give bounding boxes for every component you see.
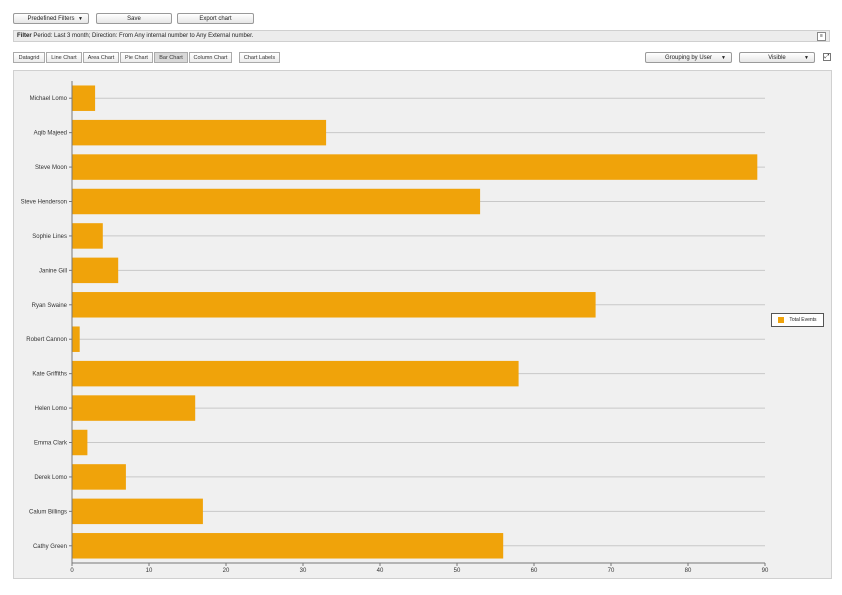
bar[interactable] — [72, 429, 88, 456]
filter-bar: Filter Period: Last 3 month; Direction: … — [13, 30, 830, 42]
tab-label: Column Chart — [193, 55, 228, 61]
tab-bar-chart[interactable]: Bar Chart — [154, 52, 188, 63]
bar[interactable] — [72, 326, 80, 352]
chevron-down-icon: ▼ — [804, 55, 809, 61]
bar[interactable] — [72, 464, 126, 490]
filter-text: Period: Last 3 month; Direction: From An… — [33, 33, 254, 39]
bar[interactable] — [72, 292, 596, 318]
bar[interactable] — [72, 223, 103, 249]
export-chart-button[interactable]: Export chart — [177, 13, 254, 24]
y-tick-label: Ryan Swaine — [32, 303, 68, 309]
tab-label: Bar Chart — [159, 55, 183, 61]
x-tick-label: 80 — [685, 568, 692, 574]
bar[interactable] — [72, 395, 196, 421]
tab-label: Area Chart — [87, 55, 115, 61]
chevron-down-icon: ▼ — [78, 16, 83, 22]
y-tick-label: Steve Henderson — [21, 200, 67, 206]
grouping-value: Grouping by User — [664, 55, 713, 61]
x-tick-label: 50 — [454, 568, 461, 574]
y-tick-label: Michael Lomo — [30, 96, 68, 102]
tab-pie-chart[interactable]: Pie Chart — [120, 52, 153, 63]
tab-chart-labels[interactable]: Chart Labels — [239, 52, 280, 63]
filter-label: Filter — [17, 33, 32, 39]
chevron-down-icon: ▼ — [721, 55, 726, 61]
x-tick-label: 20 — [223, 568, 230, 574]
save-button[interactable]: Save — [96, 13, 172, 24]
legend-label: Total Events — [789, 317, 817, 323]
bar[interactable] — [72, 154, 758, 180]
tab-column-chart[interactable]: Column Chart — [189, 52, 232, 63]
x-tick-label: 10 — [146, 568, 153, 574]
y-tick-label: Cathy Green — [33, 544, 67, 550]
bar[interactable] — [72, 119, 327, 146]
tab-label: Pie Chart — [125, 55, 148, 61]
x-tick-label: 40 — [377, 568, 384, 574]
y-tick-label: Aqib Majeed — [34, 131, 67, 137]
chart-legend: Total Events — [771, 313, 824, 327]
fullscreen-icon[interactable]: ⤢ — [823, 53, 831, 61]
y-tick-label: Emma Clark — [34, 441, 68, 447]
chart-area: Michael Lomo Aqib Majeed Steve Moon Steve H… — [13, 70, 832, 579]
bar[interactable] — [72, 533, 504, 559]
x-tick-label: 90 — [762, 568, 769, 574]
y-tick-label: Calum Billings — [29, 509, 67, 515]
save-label: Save — [127, 16, 141, 22]
tab-line-chart[interactable]: Line Chart — [46, 52, 82, 63]
grouping-select[interactable]: Grouping by User ▼ — [645, 52, 732, 63]
bar[interactable] — [72, 188, 481, 215]
y-tick-label: Janine Gill — [39, 268, 67, 274]
y-tick-label: Robert Cannon — [26, 337, 67, 343]
export-chart-label: Export chart — [199, 16, 232, 22]
tab-label: Line Chart — [51, 55, 77, 61]
collapse-icon[interactable]: ≡ — [817, 32, 826, 41]
y-tick-label: Steve Moon — [35, 165, 67, 171]
metric-value: Visible — [768, 55, 786, 61]
y-tick-label: Sophie Lines — [32, 234, 67, 240]
y-tick-label: Kate Griffiths — [32, 372, 67, 378]
x-tick-label: 70 — [608, 568, 615, 574]
bar[interactable] — [72, 360, 519, 387]
x-tick-label: 30 — [300, 568, 307, 574]
x-tick-label: 60 — [531, 568, 538, 574]
metric-select[interactable]: Visible ▼ — [739, 52, 815, 63]
tab-datagrid[interactable]: Datagrid — [13, 52, 45, 63]
tab-area-chart[interactable]: Area Chart — [83, 52, 119, 63]
predefined-filters-label: Predefined Filters — [27, 16, 75, 22]
bar[interactable] — [72, 85, 96, 111]
tab-label: Chart Labels — [243, 55, 276, 61]
tab-label: Datagrid — [18, 55, 40, 61]
legend-swatch — [778, 316, 784, 323]
predefined-filters-dropdown[interactable]: Predefined Filters ▼ — [13, 13, 89, 24]
bar[interactable] — [72, 257, 119, 284]
y-tick-label: Helen Lomo — [35, 406, 68, 412]
x-tick-label: 0 — [70, 568, 74, 574]
y-tick-label: Derek Lomo — [34, 475, 67, 481]
bar[interactable] — [72, 498, 203, 525]
bar-chart: Michael Lomo Aqib Majeed Steve Moon Steve H… — [21, 81, 769, 574]
